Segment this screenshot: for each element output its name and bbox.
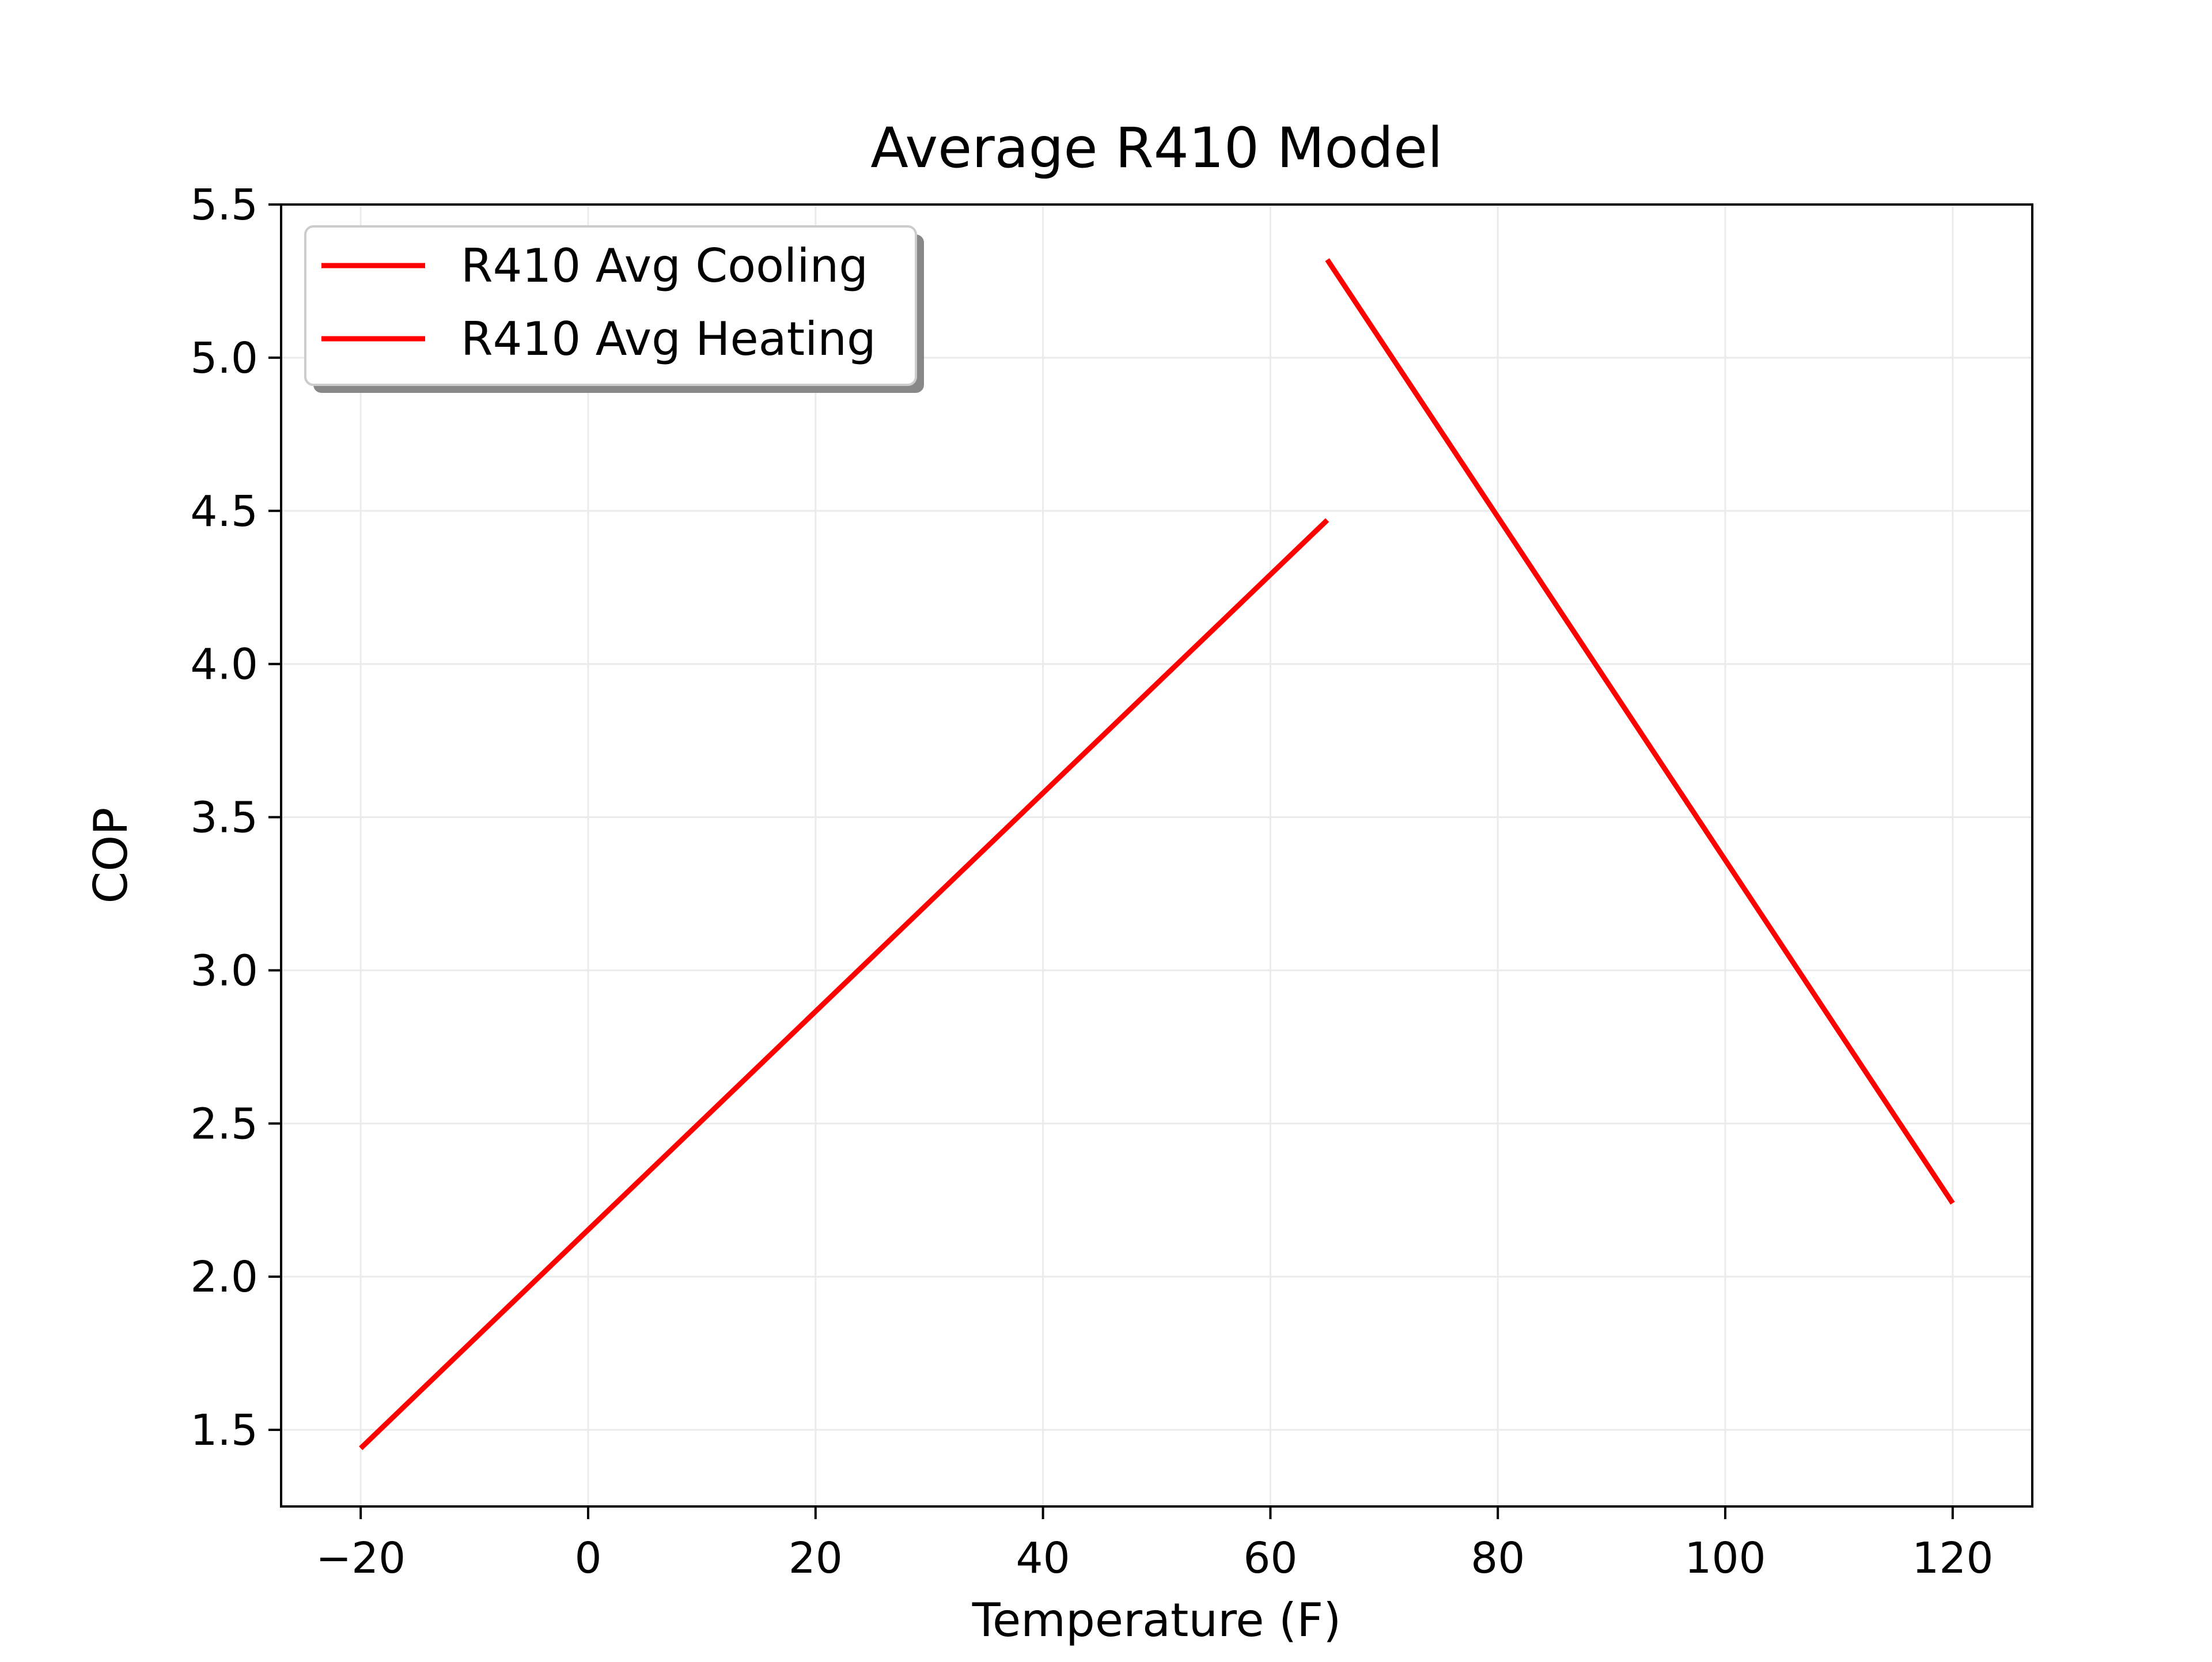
x-axis-ticks: −20 0 20 40 60 80 100 120 — [316, 1506, 1993, 1583]
y-tick-label: 4.0 — [190, 640, 258, 690]
x-tick-label: 40 — [1016, 1534, 1070, 1583]
x-tick-label: 100 — [1684, 1534, 1766, 1583]
x-tick-label: 20 — [789, 1534, 843, 1583]
x-tick-label: 60 — [1243, 1534, 1297, 1583]
series-line-0 — [1325, 258, 1955, 1205]
y-tick-label: 3.0 — [190, 946, 258, 995]
y-axis-ticks: 1.5 2.0 2.5 3.0 3.5 4.0 4.5 5.0 5.5 — [190, 180, 281, 1455]
y-tick-label: 2.0 — [190, 1252, 258, 1302]
x-tick-label: −20 — [316, 1534, 406, 1583]
legend-box — [304, 225, 917, 386]
x-tick-label: 80 — [1471, 1534, 1525, 1583]
y-tick-label: 5.0 — [190, 334, 258, 383]
x-tick-label: 0 — [574, 1534, 601, 1583]
y-tick-label: 2.5 — [190, 1099, 258, 1149]
y-tick-label: 4.5 — [190, 487, 258, 536]
legend-label: R410 Avg Heating — [461, 312, 876, 366]
chart-title: Average R410 Model — [870, 116, 1442, 180]
legend-label: R410 Avg Cooling — [461, 239, 868, 293]
series-line-1 — [359, 518, 1330, 1451]
y-tick-label: 5.5 — [190, 180, 258, 230]
grid-lines — [281, 203, 2032, 1506]
y-axis-label: COP — [84, 807, 138, 903]
plot-frame — [280, 203, 2033, 1508]
x-axis-label: Temperature (F) — [972, 1593, 1342, 1647]
legend: R410 Avg Cooling R410 Avg Heating — [304, 225, 924, 393]
x-tick-label: 120 — [1912, 1534, 1993, 1583]
y-tick-label: 1.5 — [190, 1406, 258, 1455]
y-tick-label: 3.5 — [190, 793, 258, 843]
series-lines — [359, 258, 1955, 1451]
